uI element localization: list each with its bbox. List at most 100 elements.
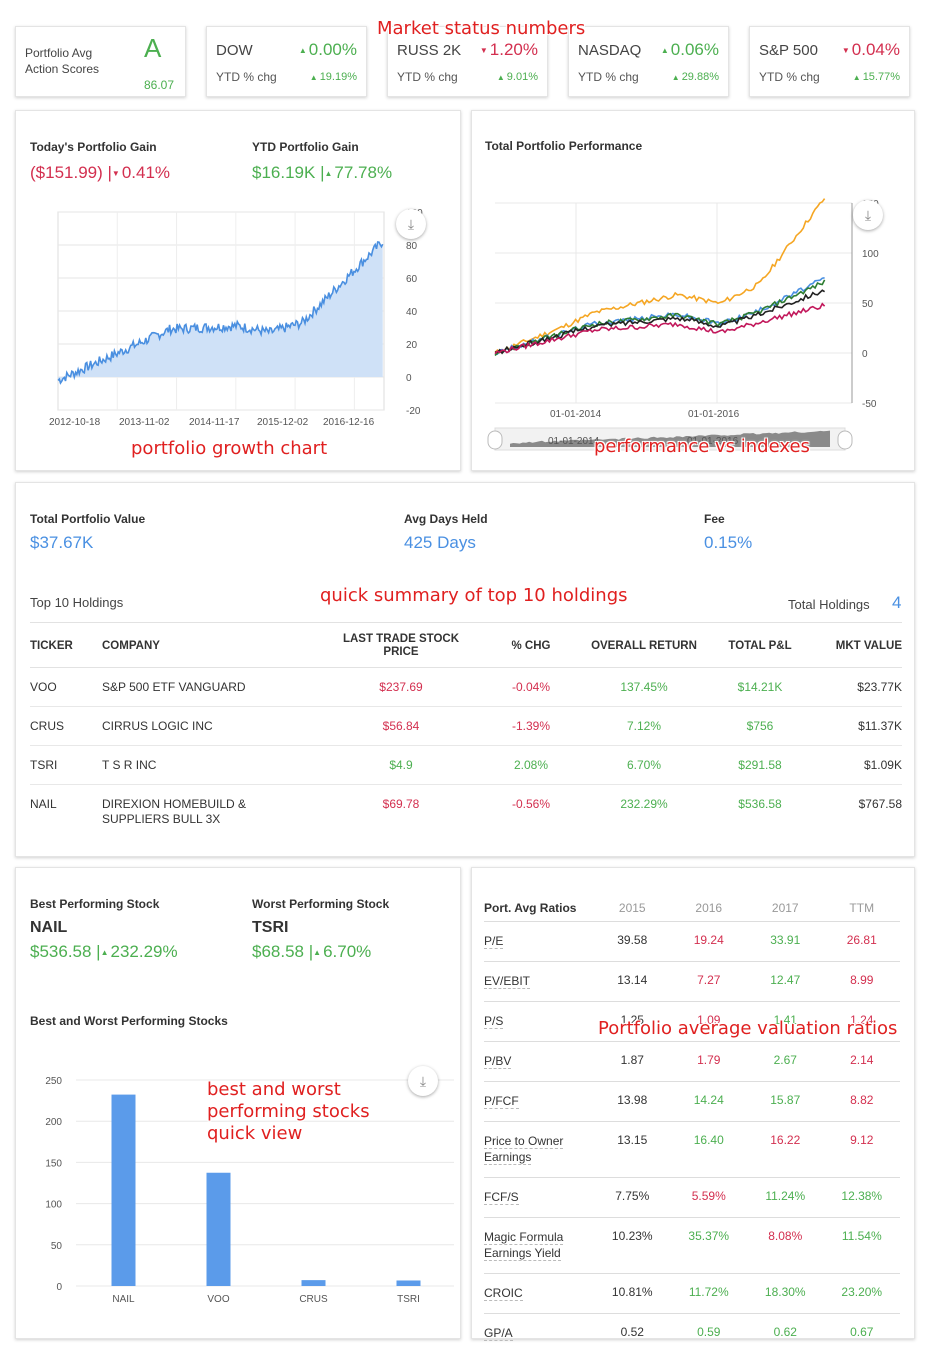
- avg-days-label: Avg Days Held: [404, 512, 488, 526]
- column-header[interactable]: COMPANY: [102, 622, 316, 668]
- ratio-value: 0.62: [773, 1325, 797, 1339]
- ratio-value: 15.87: [747, 1081, 824, 1122]
- y-tick-label: 80: [406, 241, 418, 252]
- ratio-name[interactable]: P/BV: [484, 1054, 512, 1069]
- ratio-name-cell: FCF/S: [484, 1177, 594, 1218]
- ratio-name[interactable]: Price to Owner Earnings: [484, 1134, 564, 1165]
- y-tick-label: 50: [51, 1241, 63, 1252]
- ratio-name[interactable]: GP/A: [484, 1326, 513, 1341]
- ratios-table: Port. Avg Ratios 2015 2016 2017 TTM P/E 39.58 1…: [484, 893, 900, 1353]
- total-value-label: Total Portfolio Value: [30, 512, 146, 526]
- ratio-value: 1.25: [594, 1001, 671, 1042]
- ratio-name[interactable]: P/S: [484, 1014, 504, 1029]
- worst-stock-amount: $68.58: [252, 942, 304, 961]
- x-tick-label: 2015-12-02: [257, 417, 309, 428]
- ytd-change: ▲ 9.01%: [497, 71, 538, 83]
- column-header[interactable]: OVERALL RETURN: [576, 622, 712, 668]
- ratio-row: FCF/S 7.75% 5.59% 11.24% 12.38%: [484, 1177, 900, 1218]
- bar-voo[interactable]: [206, 1172, 231, 1286]
- worst-stock-value: $68.58 |▲ 6.70%: [252, 942, 372, 961]
- navigator-handle[interactable]: [837, 430, 853, 450]
- cell-ticker[interactable]: NAIL: [30, 797, 57, 811]
- market-change-value: 0.00%: [308, 40, 357, 59]
- cell-company: T S R INC: [102, 745, 316, 785]
- download-icon[interactable]: ⤓: [853, 200, 883, 230]
- caret-up-icon: ▲: [852, 72, 861, 82]
- ratio-name[interactable]: Magic Formula Earnings Yield: [484, 1230, 564, 1261]
- table-row[interactable]: TSRI T S R INC $4.9 2.08% 6.70% $291.58 $1.09K: [30, 745, 902, 785]
- market-name: NASDAQ: [578, 42, 642, 59]
- ratio-value: 8.08%: [747, 1217, 824, 1274]
- cell-ticker[interactable]: CRUS: [30, 706, 102, 746]
- ratio-row: P/S 1.25 1.09 1.41 1.24: [484, 1001, 900, 1042]
- ratio-name-cell: Magic Formula Earnings Yield: [484, 1217, 594, 1274]
- performance-series-line: [494, 302, 826, 355]
- table-row[interactable]: NAIL DIREXION HOMEBUILD & SUPPLIERS BULL …: [30, 785, 902, 839]
- ratio-name[interactable]: P/FCF: [484, 1094, 519, 1109]
- ratio-value: 13.15: [594, 1121, 671, 1178]
- ratio-name[interactable]: FCF/S: [484, 1190, 519, 1205]
- cell-price: $237.69: [316, 667, 486, 707]
- ratio-value: 9.12: [823, 1121, 900, 1178]
- ratios-title: Port. Avg Ratios: [484, 893, 594, 922]
- x-tick-label: 2016-12-16: [323, 417, 375, 428]
- ratio-value: 10.23%: [594, 1217, 671, 1274]
- ratio-value: 33.91: [747, 921, 824, 962]
- growth-line: [57, 241, 384, 385]
- column-header[interactable]: TICKER: [30, 622, 102, 668]
- column-header[interactable]: LAST TRADE STOCK PRICE: [316, 622, 486, 668]
- x-tick-label: CRUS: [299, 1294, 328, 1305]
- cell-ticker[interactable]: TSRI: [30, 745, 102, 785]
- ratio-row: Price to Owner Earnings 13.15 16.40 16.22 9.…: [484, 1121, 900, 1178]
- download-icon[interactable]: ⤓: [396, 209, 426, 239]
- cell-pl: $14.21K: [712, 667, 808, 707]
- market-card-1: RUSS 2K ▼ 1.20% YTD % chg ▲ 9.01%: [387, 26, 548, 97]
- bar-nail[interactable]: [111, 1094, 136, 1286]
- performance-series-line: [494, 279, 826, 357]
- table-row[interactable]: CRUS CIRRUS LOGIC INC $56.84 -1.39% 7.12% $75…: [30, 706, 902, 746]
- ratio-value: 1.24: [823, 1001, 900, 1042]
- annotation-bestworst: best and worst performing stocks quick v…: [207, 1079, 370, 1144]
- fee-value: 0.15%: [704, 533, 753, 552]
- ratio-name[interactable]: CROIC: [484, 1286, 523, 1301]
- avg-days-value: 425 Days: [404, 533, 476, 552]
- market-change-value: 1.20%: [489, 40, 538, 59]
- download-icon[interactable]: ⤓: [408, 1066, 438, 1096]
- caret-up-icon: ▲: [309, 72, 318, 82]
- column-header[interactable]: TOTAL P&L: [712, 622, 808, 668]
- market-name: S&P 500: [759, 42, 818, 59]
- table-header-row: TICKER COMPANY LAST TRADE STOCK PRICE% CHG…: [30, 622, 902, 668]
- cell-ret: 137.45%: [576, 667, 712, 707]
- market-card-0: DOW ▲ 0.00% YTD % chg ▲ 19.19%: [206, 26, 367, 97]
- ratio-value: 1.87: [594, 1041, 671, 1082]
- ratio-row: P/BV 1.87 1.79 2.67 2.14: [484, 1041, 900, 1082]
- ytd-change: ▲ 19.19%: [310, 71, 357, 83]
- ytd-change-value: 9.01%: [506, 71, 538, 83]
- x-tick-label: 01-01-2016: [688, 409, 740, 420]
- bar-tsri[interactable]: [396, 1280, 421, 1286]
- market-name: RUSS 2K: [397, 42, 462, 59]
- ratio-value: 16.22: [747, 1121, 824, 1178]
- table-row[interactable]: VOO S&P 500 ETF VANGUARD $237.69 -0.04% 137.…: [30, 667, 902, 707]
- ratio-name[interactable]: P/E: [484, 934, 504, 949]
- column-header[interactable]: MKT VALUE: [808, 622, 902, 668]
- ytd-change-value: 19.19%: [319, 71, 357, 83]
- holdings-table: TICKER COMPANY LAST TRADE STOCK PRICE% CHG…: [30, 622, 902, 838]
- ratio-name-cell: P/S: [484, 1001, 594, 1042]
- caret-up-icon: ▲: [313, 948, 322, 958]
- ratio-name[interactable]: EV/EBIT: [484, 974, 531, 989]
- cell-mkt: $11.37K: [808, 706, 902, 746]
- y-tick-label: 40: [406, 307, 418, 318]
- annotation-perf: performance vs indexes: [594, 436, 810, 457]
- ratios-header-row: Port. Avg Ratios 2015 2016 2017 TTM: [484, 893, 900, 922]
- annotation-growth: portfolio growth chart: [131, 438, 328, 459]
- column-header[interactable]: % CHG: [486, 622, 576, 668]
- ratio-value: 11.54%: [823, 1217, 900, 1274]
- cell-ticker[interactable]: VOO: [30, 667, 102, 707]
- ratio-value: 7.27: [670, 961, 747, 1002]
- navigator-handle[interactable]: [487, 430, 503, 450]
- ratio-name-cell: P/FCF: [484, 1081, 594, 1122]
- ratio-value: 11.24%: [747, 1177, 824, 1218]
- bar-crus[interactable]: [301, 1280, 326, 1286]
- x-tick-label: NAIL: [112, 1294, 135, 1305]
